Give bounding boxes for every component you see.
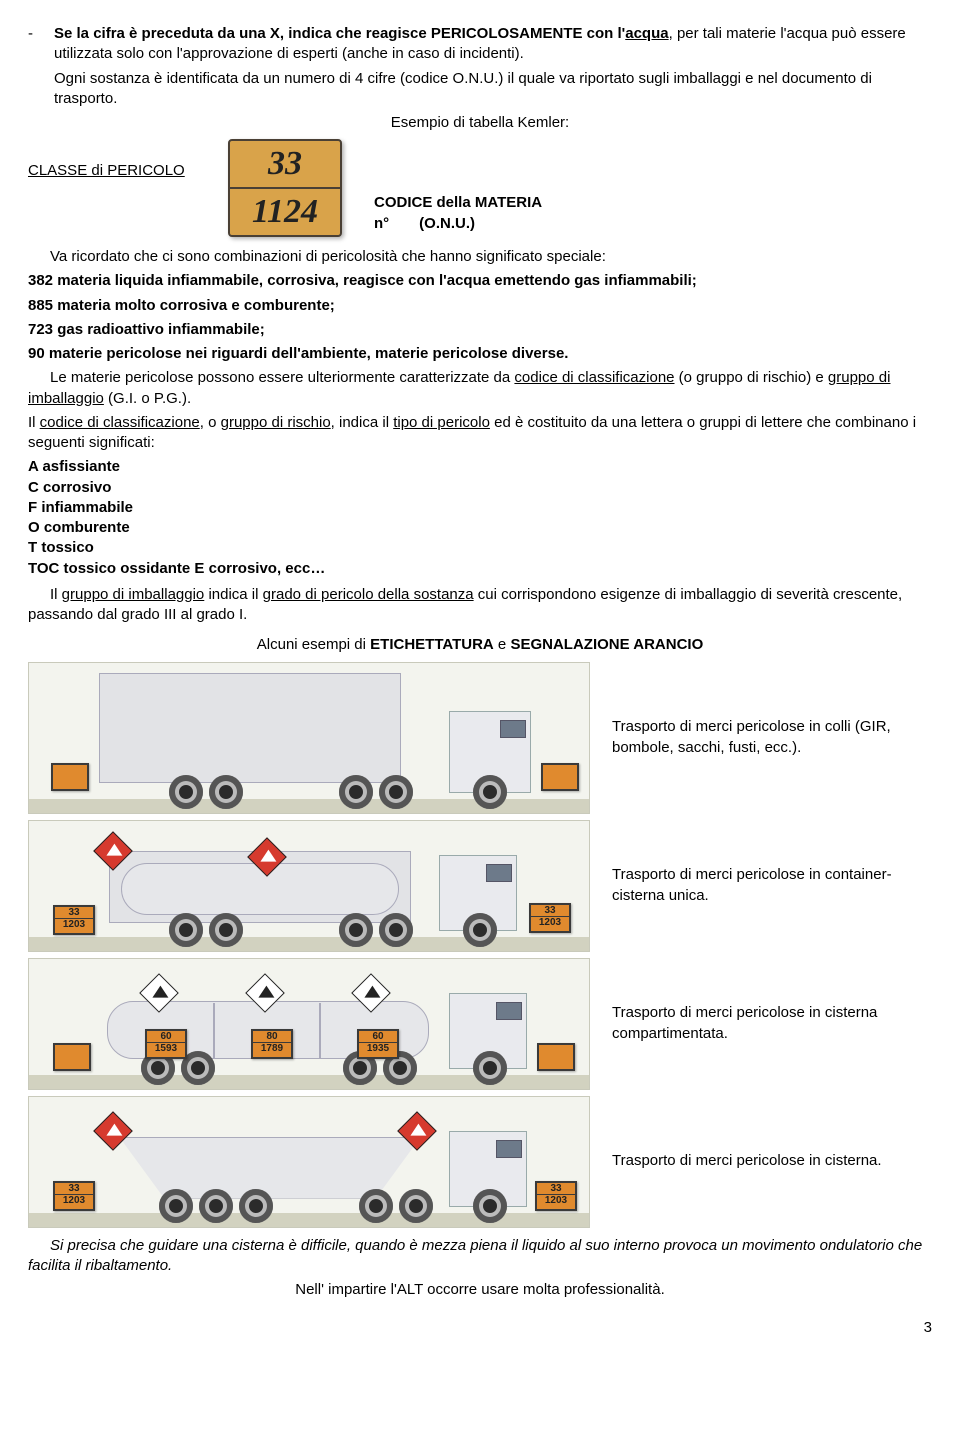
letter-F: F infiammabile <box>28 498 932 518</box>
p4: Il gruppo di imballaggio indica il grado… <box>28 585 932 626</box>
classe-label: CLASSE di PERICOLO <box>28 162 185 179</box>
materia-label: CODICE della MATERIA <box>374 193 932 213</box>
p1-2: 382 materia liquida infiammabile, corros… <box>28 271 932 291</box>
truck2: 331203 331203 Trasporto di merci pericol… <box>28 820 932 952</box>
letter-T: T tossico <box>28 538 932 558</box>
panel-33-1203-r2: 331203 <box>535 1181 577 1211</box>
kemler-top: 33 <box>230 141 340 189</box>
intro-acqua: acqua <box>625 25 668 42</box>
p3: Il codice di classificazione, o gruppo d… <box>28 413 932 454</box>
truck3-illustration: 601593 801789 601935 .. .. <box>28 958 590 1090</box>
p1-4: 723 gas radioattivo infiammabile; <box>28 320 932 340</box>
intro-line1: Se la cifra è preceduta da una X, indica… <box>54 24 932 65</box>
letter-C: C corrosivo <box>28 478 932 498</box>
panel-60-1593: 601593 <box>145 1029 187 1059</box>
panel-33-1203-l2: 331203 <box>53 1181 95 1211</box>
truck4: 331203 331203 Trasporto di merci pericol… <box>28 1096 932 1228</box>
bullet-dash: - <box>28 24 54 69</box>
kemler-row: CLASSE di PERICOLO 33 1124 CODICE della … <box>28 139 932 237</box>
kemler-right: CODICE della MATERIA n° (O.N.U.) <box>342 139 932 234</box>
truck3: 601593 801789 601935 .. .. Trasporto di … <box>28 958 932 1090</box>
page-number: 3 <box>28 1318 932 1338</box>
truck3-caption: Trasporto di merci pericolose in cistern… <box>590 1003 932 1044</box>
letter-O: O comburente <box>28 518 932 538</box>
panel-80-1789: 801789 <box>251 1029 293 1059</box>
letter-TOC: TOC tossico ossidante E corrosivo, ecc… <box>28 559 932 579</box>
footer-p2: Nell' impartire l'ALT occorre usare molt… <box>28 1280 932 1300</box>
p2: Le materie pericolose possono essere ult… <box>28 368 932 409</box>
kemler-sign: 33 1124 <box>228 139 342 237</box>
truck2-illustration: 331203 331203 <box>28 820 590 952</box>
p1-3: 885 materia molto corrosiva e comburente… <box>28 296 932 316</box>
truck2-caption: Trasporto di merci pericolose in contain… <box>590 865 932 906</box>
onu-label: n° (O.N.U.) <box>374 214 932 234</box>
kemler-bottom: 1124 <box>230 189 340 235</box>
truck4-illustration: 331203 331203 <box>28 1096 590 1228</box>
intro-bold: Se la cifra è preceduta da una X, indica… <box>54 25 613 42</box>
panel-33-1203-left: 331203 <box>53 905 95 935</box>
truck1: .. .. Trasporto di merci pericolose in c… <box>28 662 932 814</box>
intro-line2: Ogni sostanza è identificata da un numer… <box>54 69 932 110</box>
p1-5: 90 materie pericolose nei riguardi dell'… <box>28 344 932 364</box>
footer-p1: Si precisa che guidare una cisterna è di… <box>28 1236 932 1277</box>
truck1-caption: Trasporto di merci pericolose in colli (… <box>590 717 932 758</box>
p1a: Va ricordato che ci sono combinazioni di… <box>28 247 932 267</box>
truck1-illustration: .. .. <box>28 662 590 814</box>
truck4-caption: Trasporto di merci pericolose in cistern… <box>590 1151 932 1171</box>
kemler-caption: Esempio di tabella Kemler: <box>28 113 932 133</box>
panel-33-1203-right: 331203 <box>529 903 571 933</box>
panel-60-1935: 601935 <box>357 1029 399 1059</box>
letter-A: A asfissiante <box>28 457 932 477</box>
examples-title: Alcuni esempi di ETICHETTATURA e SEGNALA… <box>28 635 932 655</box>
